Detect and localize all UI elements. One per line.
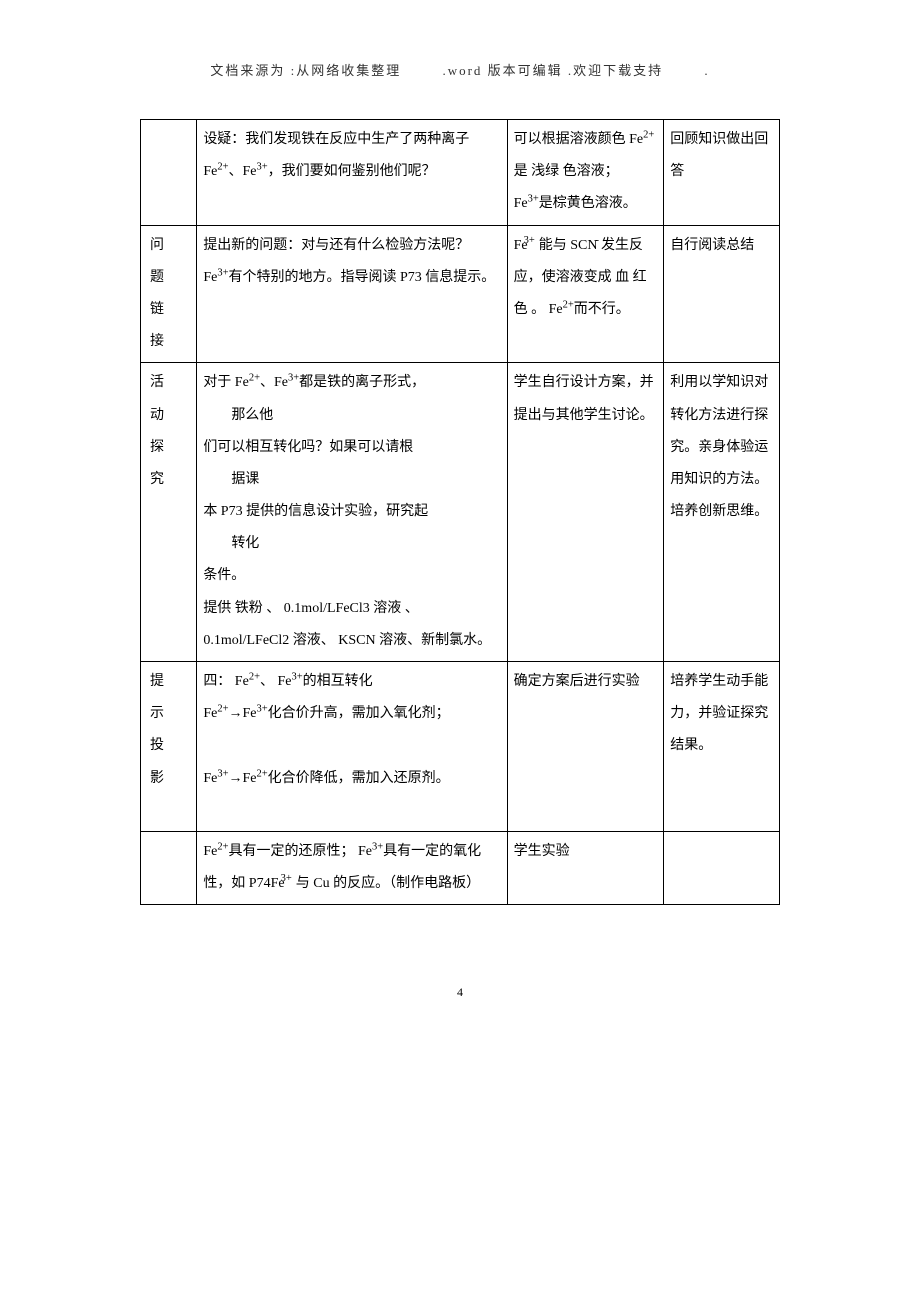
- cell-r1-c4: 自行阅读总结: [664, 225, 780, 363]
- cell-r4-c4: [664, 831, 780, 904]
- header-part3: .: [704, 63, 709, 78]
- cell-r2-c4: 利用以学知识对转化方法进行探究。亲身体验运用知识的方法。培养创新思维。: [664, 363, 780, 662]
- cell-r4-c3: 学生实验: [507, 831, 664, 904]
- header-part1: 文档来源为 :从网络收集整理: [210, 63, 401, 78]
- table-row: 提示投影 四： Fe2+、 Fe3+的相互转化 Fe2+→Fe3+化合价升高，需…: [141, 662, 780, 832]
- cell-r3-c1: 提示投影: [141, 662, 197, 832]
- table-row: 设疑：我们发现铁在反应中生产了两种离子 Fe2+、Fe3+，我们要如何鉴别他们呢…: [141, 120, 780, 226]
- cell-r0-c3: 可以根据溶液颜色 Fe2+ 是 浅绿 色溶液；Fe3+是棕黄色溶液。: [507, 120, 664, 226]
- cell-r0-c2: 设疑：我们发现铁在反应中生产了两种离子 Fe2+、Fe3+，我们要如何鉴别他们呢…: [197, 120, 507, 226]
- cell-r1-c1: 问题链接: [141, 225, 197, 363]
- cell-r0-c1: [141, 120, 197, 226]
- lesson-table: 设疑：我们发现铁在反应中生产了两种离子 Fe2+、Fe3+，我们要如何鉴别他们呢…: [140, 119, 780, 905]
- source-header: 文档来源为 :从网络收集整理 .word 版本可编辑 .欢迎下载支持 .: [140, 60, 780, 79]
- table-row: 问题链接 提出新的问题：对与还有什么检验方法呢？ Fe3+有个特别的地方。指导阅…: [141, 225, 780, 363]
- cell-r1-c2: 提出新的问题：对与还有什么检验方法呢？ Fe3+有个特别的地方。指导阅读 P73…: [197, 225, 507, 363]
- cell-r0-c4: 回顾知识做出回答: [664, 120, 780, 226]
- cell-r1-c3: Fe3+能与 SCN-发生反应，使溶液变成 血 红色 。 Fe2+而不行。: [507, 225, 664, 363]
- table-row: Fe2+具有一定的还原性； Fe3+具有一定的氧化性，如 P74Fe3+与 Cu…: [141, 831, 780, 904]
- cell-r4-c1: [141, 831, 197, 904]
- header-part2: .word 版本可编辑 .欢迎下载支持: [442, 63, 663, 78]
- table-row: 活动探究 对于 Fe2+、Fe3+都是铁的离子形式， 那么他 们可以相互转化吗？…: [141, 363, 780, 662]
- cell-r4-c2: Fe2+具有一定的还原性； Fe3+具有一定的氧化性，如 P74Fe3+与 Cu…: [197, 831, 507, 904]
- cell-r3-c3: 确定方案后进行实验: [507, 662, 664, 832]
- cell-r2-c3: 学生自行设计方案，并提出与其他学生讨论。: [507, 363, 664, 662]
- cell-r3-c4: 培养学生动手能力，并验证探究结果。: [664, 662, 780, 832]
- cell-r2-c2: 对于 Fe2+、Fe3+都是铁的离子形式， 那么他 们可以相互转化吗？如果可以请…: [197, 363, 507, 662]
- cell-r2-c1: 活动探究: [141, 363, 197, 662]
- page-number: 4: [140, 985, 780, 1000]
- cell-r3-c2: 四： Fe2+、 Fe3+的相互转化 Fe2+→Fe3+化合价升高，需加入氧化剂…: [197, 662, 507, 832]
